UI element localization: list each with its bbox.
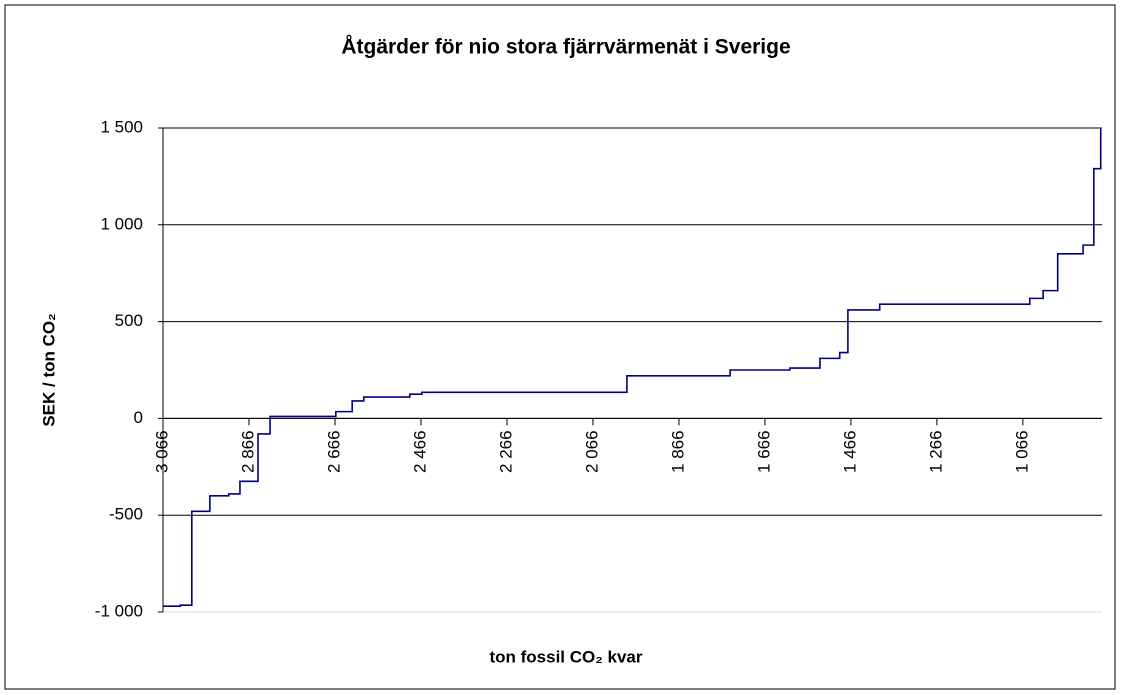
x-tick-label: 2 266 [496, 430, 515, 473]
x-tick-label: 1 466 [840, 430, 859, 473]
x-axis-label: ton fossil CO₂ kvar [489, 647, 642, 666]
y-tick-label: 1 500 [100, 117, 143, 136]
y-tick-label: 1 000 [100, 214, 143, 233]
y-tick-label: -1 000 [95, 601, 143, 620]
y-tick-label: 500 [115, 311, 143, 330]
x-tick-label: 1 066 [1012, 430, 1031, 473]
chart-title: Åtgärder för nio stora fjärrvärmenät i S… [341, 35, 790, 59]
y-axis-label: SEK / ton CO₂ [39, 313, 58, 426]
x-tick-label: 2 866 [238, 430, 257, 473]
x-tick-label: 1 666 [754, 430, 773, 473]
chart-border [4, 4, 1116, 690]
x-tick-label: 1 266 [926, 430, 945, 473]
y-tick-label: 0 [134, 408, 143, 427]
x-tick-label: 2 666 [324, 430, 343, 473]
data-line [163, 128, 1102, 607]
x-tick-label: 1 866 [668, 430, 687, 473]
x-tick-label: 2 066 [582, 430, 601, 473]
x-tick-label: 2 466 [410, 430, 429, 473]
y-tick-label: -500 [109, 505, 143, 524]
x-tick-label: 3 066 [152, 430, 171, 473]
